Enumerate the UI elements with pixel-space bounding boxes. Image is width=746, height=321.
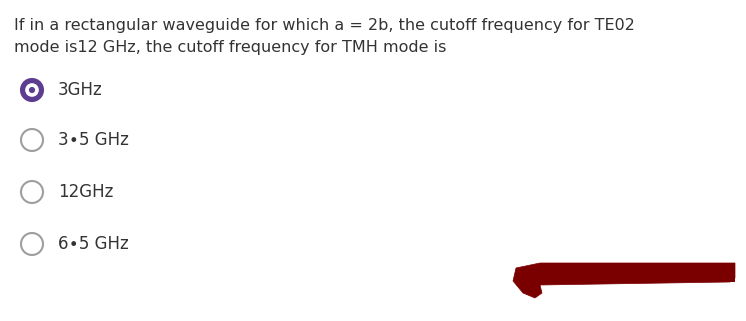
Text: 3∙5 GHz: 3∙5 GHz: [58, 131, 129, 149]
Text: 12GHz: 12GHz: [58, 183, 113, 201]
Text: mode is12 GHz, the cutoff frequency for TMH mode is: mode is12 GHz, the cutoff frequency for …: [14, 40, 446, 55]
Polygon shape: [540, 263, 735, 282]
Polygon shape: [513, 263, 735, 298]
Circle shape: [29, 87, 35, 93]
Circle shape: [25, 83, 39, 97]
Text: 3GHz: 3GHz: [58, 81, 103, 99]
Text: If in a rectangular waveguide for which a = 2b, the cutoff frequency for TE02: If in a rectangular waveguide for which …: [14, 18, 635, 33]
Circle shape: [21, 79, 43, 101]
Text: 6∙5 GHz: 6∙5 GHz: [58, 235, 129, 253]
